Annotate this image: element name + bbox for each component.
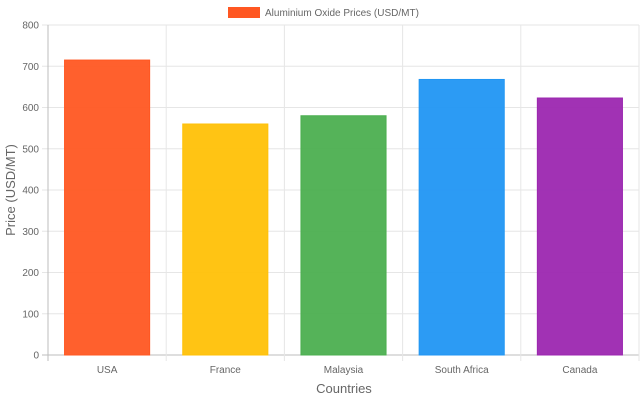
x-tick-label: South Africa: [435, 365, 489, 376]
legend-swatch[interactable]: [228, 7, 260, 18]
x-axis-title: Countries: [316, 381, 372, 396]
y-tick-label: 100: [22, 309, 39, 320]
y-tick-label: 700: [22, 62, 39, 73]
x-tick-label: France: [210, 365, 242, 376]
x-axis-ticks: USA France Malaysia South Africa Canada: [97, 365, 598, 376]
x-tick-label: USA: [97, 365, 118, 376]
bar-malaysia[interactable]: [300, 115, 387, 356]
legend[interactable]: Aluminium Oxide Prices (USD/MT): [228, 7, 419, 19]
x-tick-label: Malaysia: [324, 365, 364, 376]
x-tick-label: Canada: [562, 365, 597, 376]
y-axis-ticks: 0 100 200 300 400 500 600 700 800: [22, 21, 39, 362]
y-tick-label: 400: [22, 186, 39, 197]
y-tick-label: 0: [33, 351, 39, 362]
legend-label[interactable]: Aluminium Oxide Prices (USD/MT): [265, 8, 419, 19]
bar-canada[interactable]: [536, 97, 623, 356]
bar-south-africa[interactable]: [418, 78, 505, 356]
bar-usa[interactable]: [64, 59, 151, 356]
y-axis-title: Price (USD/MT): [3, 144, 18, 236]
y-tick-label: 600: [22, 103, 39, 114]
y-tick-label: 200: [22, 268, 39, 279]
y-tick-label: 800: [22, 21, 39, 32]
bars: [64, 59, 623, 356]
y-tick-label: 300: [22, 227, 39, 238]
bar-france[interactable]: [182, 123, 269, 356]
y-tick-label: 500: [22, 144, 39, 155]
